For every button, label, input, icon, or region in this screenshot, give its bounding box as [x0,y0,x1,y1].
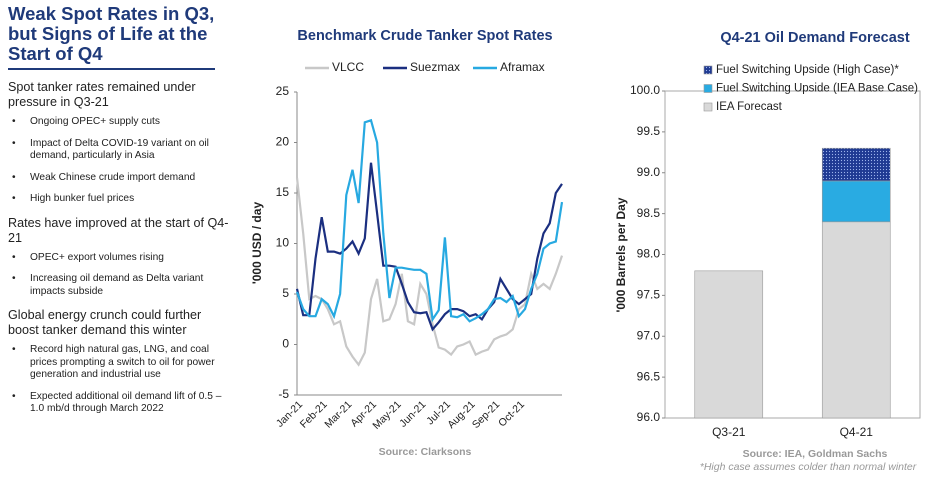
legend-label: Suezmax [410,60,460,74]
legend-label: IEA Forecast [716,101,783,113]
bullet: Ongoing OPEC+ supply cuts [12,116,230,129]
bullet: OPEC+ export volumes rising [12,252,230,265]
legend-label: Fuel Switching Upside (High Case)* [716,64,899,76]
y-tick-label: 5 [282,286,289,300]
x-tick-label: Q3-21 [712,425,746,439]
series-line [295,162,563,332]
y-tick-label: 98.5 [637,206,661,220]
x-tick-label: Mar-21 [322,398,354,430]
x-tick-label: Q4-21 [840,425,874,439]
y-axis-label: '000 Barrels per Day [614,197,628,312]
y-axis-label: '000 USD / day [250,202,264,285]
chart-title: Q4-21 Oil Demand Forecast [720,30,910,46]
source: Source: Clarksons [379,446,472,458]
section-heading: Spot tanker rates remained under pressur… [8,80,196,109]
sections: Spot tanker rates remained under pressur… [8,80,230,416]
bullet: Weak Chinese crude import demand [12,172,230,185]
footnote: *High case assumes colder than normal wi… [700,461,917,473]
section-heading: Rates have improved at the start of Q4-2… [8,215,229,245]
x-tick-label: Jun-21 [397,398,428,429]
x-tick-label: Sep-21 [470,398,503,431]
bar-segment [694,270,764,419]
y-tick-label: -5 [278,387,289,401]
bullet-list: OPEC+ export volumes rising Increasing oi… [8,252,230,299]
y-tick-label: 97.0 [637,328,661,342]
y-tick-label: 99.0 [637,165,661,179]
legend-swatch [703,102,713,112]
y-tick-label: 25 [276,84,290,98]
y-tick-label: 99.5 [637,124,661,138]
section: Global energy crunch could further boost… [8,308,230,416]
bar-segment [821,147,891,182]
y-tick-label: 0 [282,337,289,351]
bullet: Expected additional oil demand lift of 0… [12,391,230,416]
y-tick-label: 96.5 [637,369,661,383]
y-tick-label: 20 [276,135,290,149]
legend-swatch [703,84,713,93]
series-line [295,177,564,367]
legend-label: VLCC [332,60,364,74]
slide-title: Weak Spot Rates in Q3, but Signs of Life… [8,4,215,70]
bullet: Impact of Delta COVID-19 variant on oil … [12,138,230,163]
legend-swatch [703,65,713,75]
bar-segment [821,180,891,223]
legend-label: Aframax [500,60,545,74]
y-tick-label: 10 [276,236,290,250]
x-tick-label: Oct-21 [496,398,527,429]
bullet: Increasing oil demand as Delta variant i… [12,273,230,298]
section: Spot tanker rates remained under pressur… [8,80,230,206]
section-heading: Global energy crunch could further boost… [8,308,202,337]
bullet-list: Record high natural gas, LNG, and coal p… [8,344,230,416]
y-tick-label: 15 [276,185,290,199]
text-panel: Weak Spot Rates in Q3, but Signs of Life… [8,4,230,425]
y-tick-label: 98.0 [637,247,661,261]
bullet-list: Ongoing OPEC+ supply cuts Impact of Delta… [8,116,230,206]
source: Source: IEA, Goldman Sachs [743,448,888,460]
y-tick-label: 96.0 [637,410,661,424]
bullet: High bunker fuel prices [12,193,230,206]
series-line [295,118,564,323]
legend-label: Fuel Switching Upside (IEA Base Case) [716,83,918,95]
section: Rates have improved at the start of Q4-2… [8,216,230,299]
bullet: Record high natural gas, LNG, and coal p… [12,344,230,382]
bar-segment [821,221,891,419]
x-tick-label: May-21 [370,398,403,431]
chart-title: Benchmark Crude Tanker Spot Rates [297,28,552,44]
y-tick-label: 100.0 [630,83,660,97]
y-tick-label: 97.5 [637,288,661,302]
